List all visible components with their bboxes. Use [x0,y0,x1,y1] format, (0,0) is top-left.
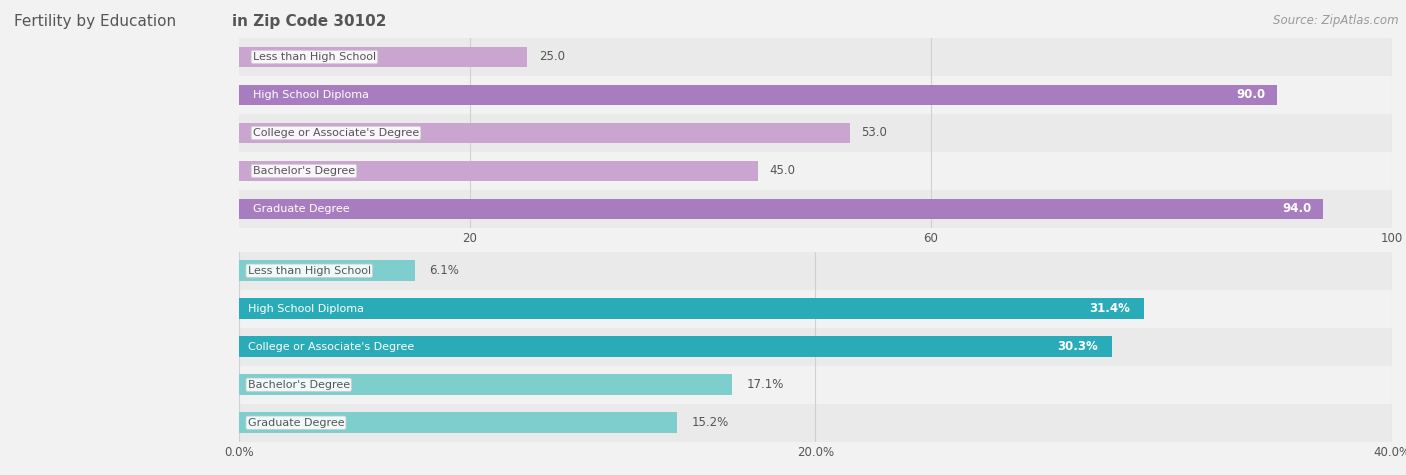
Bar [239,374,733,395]
Text: 53.0: 53.0 [862,126,887,140]
Bar [239,85,1277,105]
Text: College or Associate's Degree: College or Associate's Degree [247,342,413,352]
Text: High School Diploma: High School Diploma [253,90,368,100]
Text: 15.2%: 15.2% [692,416,728,429]
Bar [239,260,415,281]
Bar [239,412,678,433]
Bar [239,336,1112,357]
Bar [239,76,1392,114]
Bar [239,366,1392,404]
Text: 31.4%: 31.4% [1088,302,1129,315]
Bar [239,38,1392,76]
Text: in Zip Code 30102: in Zip Code 30102 [232,14,387,29]
Bar [239,123,851,143]
Text: Graduate Degree: Graduate Degree [253,204,350,214]
Bar [239,152,1392,190]
Text: Less than High School: Less than High School [247,266,371,276]
Text: Source: ZipAtlas.com: Source: ZipAtlas.com [1274,14,1399,27]
Text: 45.0: 45.0 [769,164,796,178]
Text: 90.0: 90.0 [1236,88,1265,102]
Text: Bachelor's Degree: Bachelor's Degree [247,380,350,390]
Bar [239,290,1392,328]
Bar [239,252,1392,290]
Text: High School Diploma: High School Diploma [247,304,364,314]
Bar [239,199,1323,219]
Text: Less than High School: Less than High School [253,52,375,62]
Bar [239,328,1392,366]
Text: 25.0: 25.0 [538,50,565,64]
Bar [239,114,1392,152]
Bar [239,161,758,181]
Text: 94.0: 94.0 [1282,202,1312,216]
Bar [239,190,1392,228]
Text: 17.1%: 17.1% [747,378,783,391]
Text: 6.1%: 6.1% [429,264,460,277]
Bar [239,404,1392,442]
Text: College or Associate's Degree: College or Associate's Degree [253,128,419,138]
Text: 30.3%: 30.3% [1057,340,1098,353]
Text: Fertility by Education: Fertility by Education [14,14,181,29]
Bar [239,298,1144,319]
Text: Graduate Degree: Graduate Degree [247,418,344,428]
Text: Bachelor's Degree: Bachelor's Degree [253,166,354,176]
Bar [239,47,527,67]
